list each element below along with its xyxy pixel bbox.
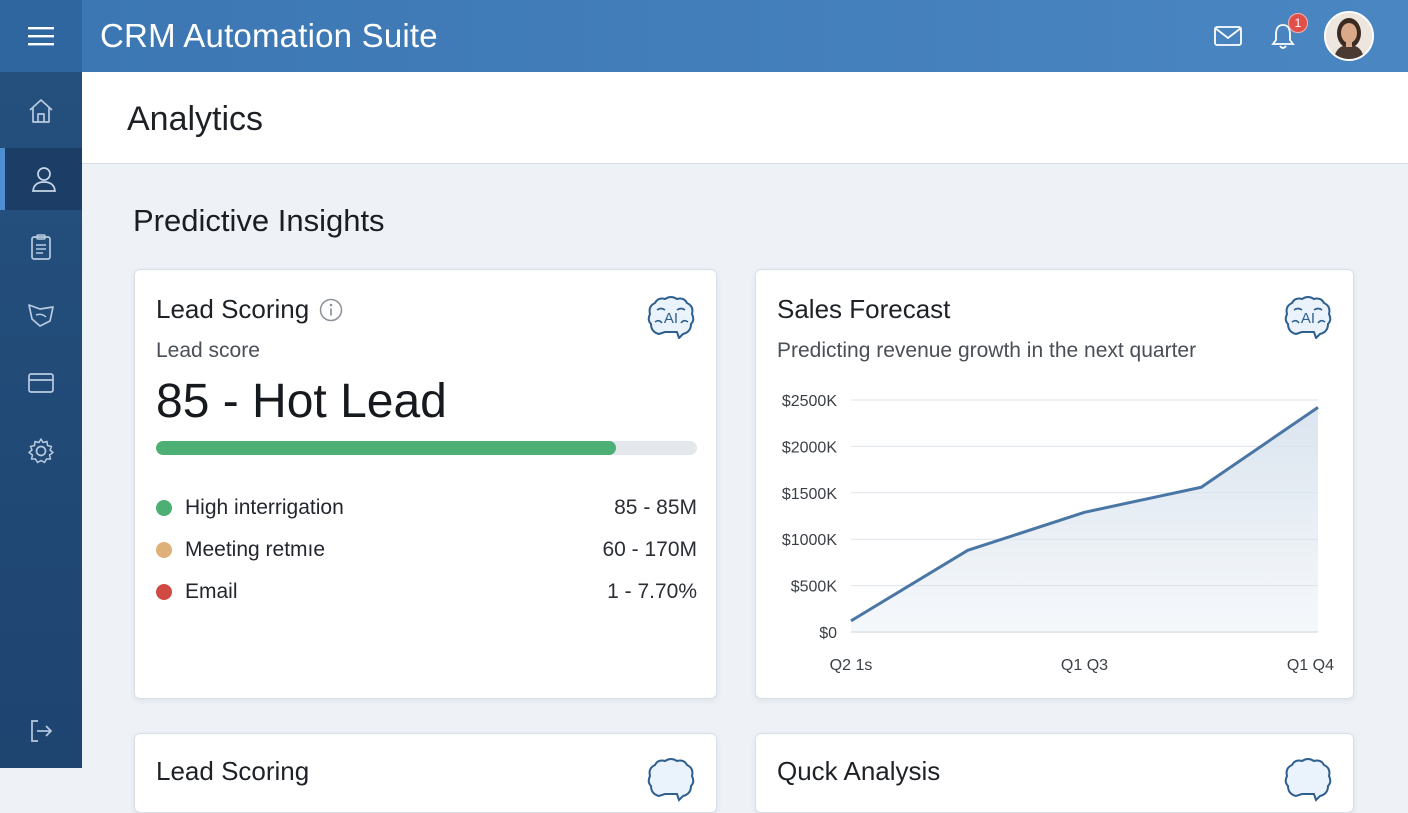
forecast-area: [851, 407, 1318, 632]
svg-text:AI: AI: [664, 310, 678, 327]
lead-scoring-card-2-title: Lead Scoring: [156, 756, 310, 786]
status-dot: [156, 500, 172, 516]
lead-score-progress-fill: [156, 441, 616, 455]
lead-score-value: 85 - Hot Lead: [156, 375, 447, 428]
sidebar: [0, 72, 82, 768]
user-avatar[interactable]: [1324, 11, 1374, 61]
brain-ai-icon: [1284, 758, 1332, 802]
lead-scoring-card: Lead Scoring AI Lead score 85 - Hot Lead…: [134, 269, 717, 699]
page-header: Analytics: [82, 72, 1408, 164]
sidebar-item-settings[interactable]: [0, 420, 82, 482]
logout-button[interactable]: [0, 700, 82, 762]
info-icon[interactable]: [319, 298, 343, 322]
gear-icon: [28, 438, 54, 464]
x-tick-label: Q1 Q3: [1061, 657, 1108, 674]
avatar-image: [1326, 13, 1372, 59]
brain-ai-icon: [647, 758, 695, 802]
y-tick-label: $1500K: [782, 486, 837, 503]
notifications-button[interactable]: 1: [1270, 13, 1308, 50]
page-title: Analytics: [127, 100, 264, 138]
y-tick-label: $0: [819, 625, 837, 642]
section-title: Predictive Insights: [133, 203, 385, 238]
sales-forecast-title: Sales Forecast: [777, 294, 951, 324]
notification-badge: 1: [1288, 13, 1308, 33]
menu-icon: [28, 27, 54, 46]
metric-value: 1 - 7.70%: [607, 580, 697, 603]
sales-forecast-card: Sales Forecast AI Predicting revenue gro…: [755, 269, 1354, 699]
metric-row: High interrigation 85 - 85M: [156, 494, 697, 522]
y-tick-label: $2500K: [782, 393, 837, 410]
top-bar: CRM Automation Suite 1: [0, 0, 1408, 72]
svg-text:AI: AI: [1301, 310, 1315, 327]
app-title: CRM Automation Suite: [100, 17, 438, 54]
sidebar-item-home[interactable]: [0, 80, 82, 142]
sales-forecast-chart: $0 $500K $1000K $1500K $2000K $2500K Q2 1s Q1 Q…: [782, 393, 1334, 674]
sidebar-item-tasks[interactable]: [0, 216, 82, 278]
metric-label: Meeting retmıe: [185, 538, 326, 561]
leaf-icon: [28, 304, 54, 327]
status-dot: [156, 584, 172, 600]
quick-analysis-title: Quck Analysis: [777, 756, 941, 786]
x-tick-label: Q2 1s: [830, 657, 873, 674]
sales-forecast-subtitle: Predicting revenue growth in the next qu…: [777, 339, 1197, 362]
metric-row: Meeting retmıe 60 - 170M: [156, 536, 697, 564]
user-icon: [31, 167, 56, 192]
metric-label: High interrigation: [185, 496, 344, 519]
mail-button[interactable]: [1214, 26, 1242, 46]
y-tick-label: $2000K: [782, 439, 837, 456]
logout-icon: [31, 720, 53, 742]
metric-row: Email 1 - 7.70%: [156, 578, 697, 606]
x-tick-label: Q1 Q4: [1287, 657, 1334, 674]
lead-scoring-card-2: Lead Scoring: [134, 733, 717, 813]
metric-label: Email: [185, 580, 238, 603]
menu-button[interactable]: [0, 0, 82, 72]
card-icon: [28, 373, 54, 393]
brain-ai-icon: AI: [647, 296, 695, 339]
sidebar-item-leads[interactable]: [0, 284, 82, 346]
mail-icon: [1214, 26, 1242, 46]
home-icon: [29, 99, 53, 123]
y-tick-label: $500K: [791, 579, 838, 596]
lead-score-label: Lead score: [156, 339, 260, 362]
lead-scoring-title: Lead Scoring: [156, 294, 310, 324]
quick-analysis-card: Quck Analysis: [755, 733, 1354, 813]
clipboard-icon: [31, 234, 51, 260]
forecast-line: [850, 406, 1319, 623]
sidebar-item-billing[interactable]: [0, 352, 82, 414]
metric-value: 85 - 85M: [614, 496, 697, 519]
status-dot: [156, 542, 172, 558]
y-tick-label: $1000K: [782, 532, 837, 549]
sidebar-item-contacts[interactable]: [0, 148, 82, 210]
brain-ai-icon: AI: [1284, 296, 1332, 339]
metric-value: 60 - 170M: [602, 538, 697, 561]
lead-score-progress: [156, 441, 697, 455]
